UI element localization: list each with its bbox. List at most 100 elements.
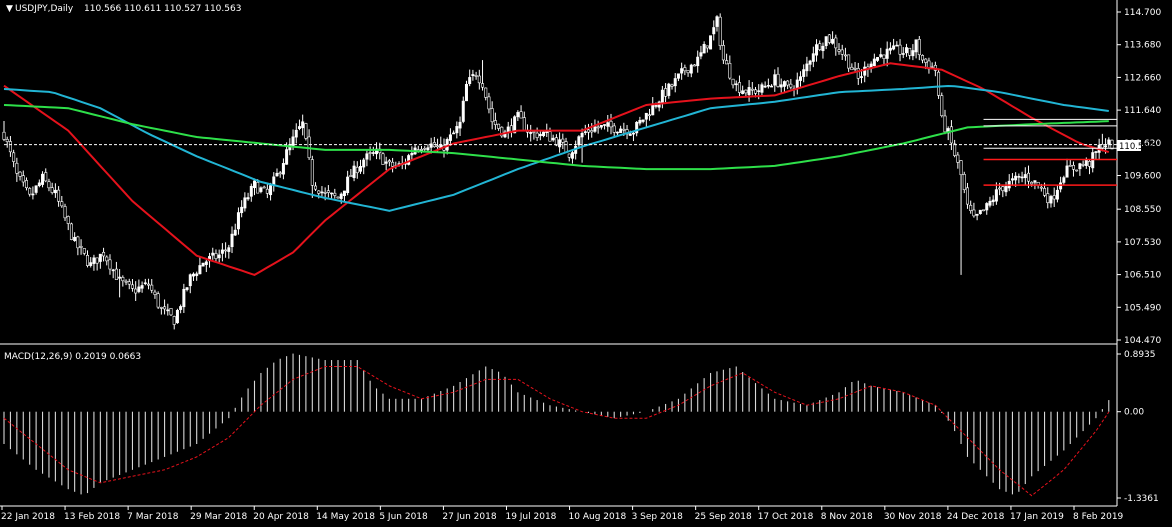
bear-candle bbox=[490, 108, 494, 123]
bull-candle bbox=[281, 163, 285, 175]
bear-candle bbox=[95, 257, 99, 264]
time-tick-label: 17 Oct 2018 bbox=[758, 512, 814, 522]
bear-candle bbox=[670, 84, 674, 87]
bull-candle bbox=[667, 83, 671, 96]
bull-candle bbox=[798, 76, 802, 81]
bull-candle bbox=[660, 89, 664, 104]
bull-candle bbox=[246, 197, 250, 200]
bear-candle bbox=[333, 192, 337, 196]
bear-candle bbox=[1039, 186, 1043, 189]
bear-candle bbox=[522, 117, 526, 131]
bear-candle bbox=[683, 67, 687, 72]
bull-candle bbox=[975, 214, 979, 216]
bear-candle bbox=[147, 283, 151, 286]
bear-candle bbox=[44, 172, 48, 182]
macd-tick-label: 0.8935 bbox=[1124, 350, 1156, 360]
bull-candle bbox=[538, 133, 542, 137]
bull-candle bbox=[651, 104, 655, 116]
moving-average-green bbox=[3, 104, 1109, 171]
macd-pane[interactable] bbox=[3, 353, 1110, 497]
time-tick-label: 25 Sep 2018 bbox=[695, 512, 752, 522]
price-pane[interactable] bbox=[2, 13, 1117, 330]
bull-candle bbox=[140, 285, 144, 289]
bull-candle bbox=[859, 76, 863, 78]
bear-candle bbox=[917, 39, 921, 56]
bear-candle bbox=[391, 161, 395, 167]
bear-candle bbox=[326, 190, 330, 193]
bear-candle bbox=[278, 172, 282, 175]
bear-candle bbox=[387, 160, 391, 163]
price-tick-label: 106.510 bbox=[1124, 271, 1161, 281]
bear-candle bbox=[609, 120, 613, 128]
bear-candle bbox=[840, 49, 844, 55]
bear-candle bbox=[718, 16, 722, 47]
time-tick-label: 22 Jan 2018 bbox=[1, 512, 55, 522]
price-tick-label: 108.550 bbox=[1124, 205, 1161, 215]
bull-candle bbox=[346, 176, 350, 193]
bull-candle bbox=[1049, 196, 1053, 204]
bear-candle bbox=[786, 80, 790, 86]
bull-candle bbox=[763, 85, 767, 88]
bull-candle bbox=[644, 112, 648, 120]
bull-candle bbox=[741, 90, 745, 94]
bull-candle bbox=[240, 206, 244, 214]
bull-candle bbox=[275, 172, 279, 177]
price-tick-label: 112.660 bbox=[1124, 73, 1161, 83]
bull-candle bbox=[542, 131, 546, 137]
bull-candle bbox=[352, 165, 356, 179]
bear-candle bbox=[69, 223, 73, 240]
bull-candle bbox=[243, 197, 247, 209]
price-tick-label: 107.530 bbox=[1124, 238, 1161, 248]
bear-candle bbox=[1043, 188, 1047, 196]
bear-candle bbox=[943, 115, 947, 133]
bull-candle bbox=[1055, 189, 1059, 200]
bear-candle bbox=[355, 166, 359, 174]
symbol-arrow-icon[interactable]: ▼ bbox=[6, 4, 13, 14]
bull-candle bbox=[702, 44, 706, 54]
bear-candle bbox=[969, 205, 973, 211]
bull-candle bbox=[384, 161, 388, 164]
bull-candle bbox=[1059, 182, 1063, 190]
bull-candle bbox=[503, 131, 507, 138]
bull-candle bbox=[34, 185, 38, 193]
bear-candle bbox=[937, 71, 941, 96]
price-axis: 114.700 113.680 112.660 111.640 110.620 109.6… bbox=[1117, 8, 1161, 346]
bear-candle bbox=[121, 277, 125, 282]
symbol-label: USDJPY,Daily bbox=[15, 4, 74, 14]
bull-candle bbox=[641, 119, 645, 122]
bear-candle bbox=[349, 175, 353, 177]
bull-candle bbox=[118, 276, 122, 279]
bull-candle bbox=[455, 126, 459, 134]
bear-candle bbox=[172, 316, 176, 325]
bear-candle bbox=[1001, 186, 1005, 192]
bear-candle bbox=[953, 143, 957, 156]
bear-candle bbox=[310, 159, 314, 186]
bull-candle bbox=[811, 53, 815, 62]
bull-candle bbox=[1014, 175, 1018, 181]
time-tick-label: 7 Mar 2018 bbox=[127, 512, 179, 522]
bull-candle bbox=[599, 124, 603, 128]
macd-tick-label: 0.00 bbox=[1124, 408, 1144, 418]
bull-candle bbox=[570, 152, 574, 159]
bear-candle bbox=[224, 249, 228, 252]
bull-candle bbox=[770, 85, 774, 88]
price-tick-label: 111.640 bbox=[1124, 106, 1161, 116]
bull-candle bbox=[233, 229, 237, 236]
bear-candle bbox=[1088, 161, 1092, 167]
bear-candle bbox=[2, 131, 6, 140]
bull-candle bbox=[1033, 180, 1037, 183]
bull-candle bbox=[1062, 177, 1066, 183]
bear-candle bbox=[150, 284, 154, 291]
bull-candle bbox=[320, 191, 324, 194]
bear-candle bbox=[590, 130, 594, 133]
bull-candle bbox=[911, 50, 915, 57]
bear-candle bbox=[474, 75, 478, 77]
bull-candle bbox=[179, 306, 183, 310]
bull-candle bbox=[824, 36, 828, 47]
bear-candle bbox=[692, 64, 696, 67]
bull-candle bbox=[805, 63, 809, 72]
bear-candle bbox=[15, 162, 19, 174]
bull-candle bbox=[712, 27, 716, 35]
bull-candle bbox=[513, 116, 517, 134]
